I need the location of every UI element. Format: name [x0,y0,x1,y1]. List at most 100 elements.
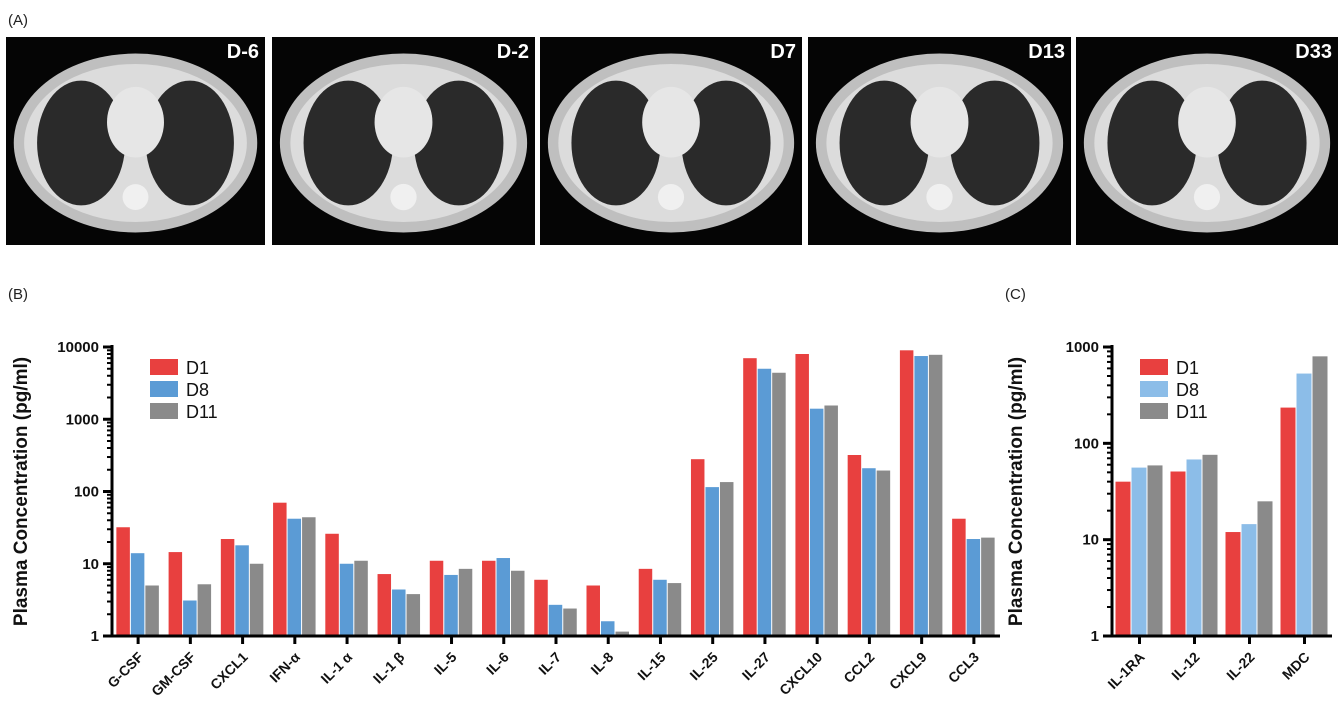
legend-swatch [1140,403,1168,419]
ct-scan-label: D13 [1028,41,1065,63]
ct-heart [107,86,164,158]
bar-d1 [1280,407,1296,636]
legend-swatch [1140,359,1168,375]
bar-d8 [287,518,302,636]
ct-scan-image: D13 [808,37,1071,245]
ct-scan-graphic [1083,53,1331,233]
bar-d1 [743,358,757,636]
bar-d11 [719,482,734,636]
ct-scan-label: D-6 [226,41,259,63]
x-tick-label: IL-22 [1223,649,1258,684]
bar-d11 [772,372,786,636]
bar-d1 [168,552,183,636]
bar-d11 [145,585,159,636]
ct-scan-image: D33 [1076,37,1338,245]
ct-left-lung [1217,80,1307,206]
bar-d8 [130,553,145,636]
x-tick-label: CXCL1 [207,649,251,693]
ct-heart [374,86,433,158]
ct-right-lung [303,80,393,206]
x-tick-label: G-CSF [104,648,146,690]
panel-c-letter: (C) [1005,286,1026,303]
x-tick-label: CXCL10 [776,649,825,698]
ct-scan-graphic [547,53,795,233]
bar-d1 [1170,471,1186,636]
bar-d8 [444,574,458,636]
bar-d1 [847,455,862,636]
bar-d8 [235,545,249,636]
y-tick-label: 1 [91,628,99,645]
x-tick-label: CCL2 [840,649,877,686]
ct-scan-graphic [279,53,528,233]
x-tick-label: MDC [1279,649,1313,683]
x-tick-label: CXCL9 [886,649,930,693]
ct-scan-graphic [815,53,1064,233]
y-tick-label: 1000 [1066,339,1099,356]
ct-scan-graphic [13,53,258,233]
ct-spine [1193,183,1221,211]
bar-d8 [1186,459,1202,636]
y-tick-label: 1 [1091,628,1099,645]
bar-d8 [1131,467,1147,636]
ct-right-lung [571,80,661,206]
bar-d8 [653,579,667,636]
bar-d1 [690,459,705,636]
bar-d1 [377,574,392,636]
ct-scan-label: D33 [1295,41,1332,63]
y-tick-label: 10000 [57,339,99,356]
bar-d11 [615,631,629,636]
bar-d8 [705,487,719,636]
bar-d11 [249,563,264,636]
bar-d1 [116,527,130,636]
ct-right-lung [1107,80,1197,206]
y-tick-label: 100 [1074,435,1099,452]
bar-d1 [795,354,809,636]
ct-spine [122,184,149,211]
bar-d1 [1225,532,1241,636]
x-tick-label: CCL3 [945,649,982,686]
x-tick-label: IL-15 [634,649,669,684]
ct-spine [657,183,685,211]
bar-d11 [1312,356,1328,636]
ct-heart [642,86,700,158]
ct-left-lung [681,80,771,206]
x-tick-label: GM-CSF [148,648,199,699]
bar-d11 [981,537,995,636]
bar-d11 [1202,454,1218,636]
x-tick-label: IL-1 α [317,649,355,687]
bar-d8 [862,468,876,636]
bar-d1 [952,518,966,636]
bar-d1 [534,579,548,636]
bar-d1 [586,585,600,636]
bar-d1 [325,533,339,636]
ct-scan-row: D-6 D-2 D7 D13 D33 [6,37,1338,245]
bar-d8 [966,539,981,636]
ct-right-lung [839,80,929,206]
legend-swatch [150,359,178,375]
bar-d8 [548,604,563,636]
ct-spine [926,183,953,211]
bar-d1 [638,568,653,636]
ct-heart [910,86,969,158]
y-axis-title: Plasma Concentration (pg/ml) [1006,357,1027,626]
ct-heart [1178,86,1236,158]
bar-d1 [273,502,287,636]
panel-b-letter: (B) [8,286,28,303]
x-tick-label: IL-1RA [1104,649,1147,692]
ct-scan-image: D-2 [272,37,535,245]
legend-label: D1 [186,358,209,378]
bar-d11 [1257,501,1273,636]
bar-d8 [392,589,406,636]
bar-d8 [339,563,354,636]
bar-d11 [1147,465,1163,636]
x-tick-label: IL-5 [431,649,460,678]
legend-label: D11 [186,402,218,422]
bar-d8 [1296,373,1312,636]
ct-left-lung [145,80,234,206]
x-tick-label: IL-12 [1168,649,1203,684]
cytokine-chart-b: Plasma Concentration (pg/ml) 1 10 100 1000 10… [0,300,1000,724]
ct-spine [390,183,417,211]
x-tick-label: IL-25 [686,649,721,684]
bar-d8 [809,408,824,636]
ct-scan-label: D-2 [496,41,529,63]
